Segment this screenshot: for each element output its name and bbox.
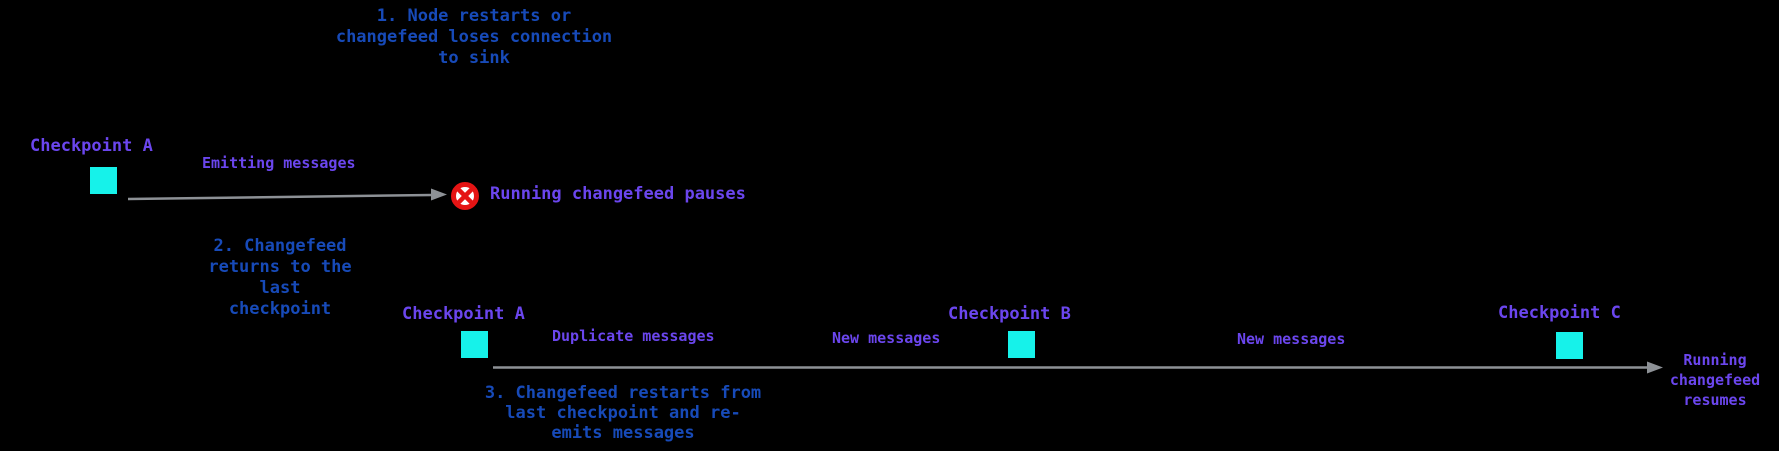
checkpoint-b-label: Checkpoint B [948, 304, 1071, 324]
checkpoint-a-marker-timeline1 [90, 167, 117, 194]
emitting-arrow-line [127, 193, 433, 201]
checkpoint-a-label-timeline2: Checkpoint A [402, 304, 525, 324]
resume-arrowhead [1647, 361, 1663, 374]
new-messages-label-2: New messages [1237, 330, 1346, 348]
checkpoint-c-marker [1556, 332, 1583, 359]
checkpoint-a-label-timeline1: Checkpoint A [30, 136, 153, 156]
step3-note: 3. Changefeed restarts from last checkpo… [484, 383, 762, 443]
emitting-messages-label: Emitting messages [202, 154, 356, 172]
error-icon-x-stroke-2 [456, 187, 474, 205]
emitting-arrowhead [431, 188, 447, 201]
error-icon-ring [451, 182, 479, 210]
circled-x-error-icon [451, 182, 479, 210]
step1-note: 1. Node restarts or changefeed loses con… [335, 6, 613, 68]
checkpoint-c-label: Checkpoint C [1498, 303, 1621, 323]
checkpoint-b-marker [1008, 331, 1035, 358]
checkpoint-a-marker-timeline2 [461, 331, 488, 358]
error-icon-x-stroke-1 [456, 187, 474, 205]
new-messages-label-1: New messages [832, 329, 941, 347]
duplicate-messages-label: Duplicate messages [552, 327, 715, 345]
step2-note: 2. Changefeed returns to the last checkp… [208, 236, 352, 319]
resume-status-label: Running changefeed resumes [1669, 351, 1761, 409]
pause-status-label: Running changefeed pauses [490, 184, 746, 204]
